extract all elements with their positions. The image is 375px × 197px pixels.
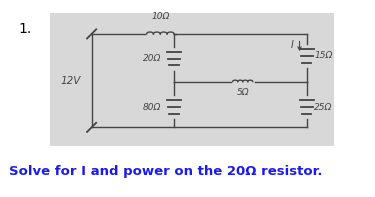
Text: I: I: [291, 40, 294, 50]
Text: 10Ω: 10Ω: [151, 12, 170, 21]
Text: 20Ω: 20Ω: [143, 54, 161, 63]
Text: 15Ω: 15Ω: [314, 51, 333, 60]
Bar: [50, 13, 334, 146]
Text: 5Ω: 5Ω: [236, 88, 249, 97]
Text: 12V: 12V: [60, 76, 81, 86]
Text: 80Ω: 80Ω: [143, 103, 161, 112]
Text: Solve for I and power on the 20Ω resistor.: Solve for I and power on the 20Ω resisto…: [9, 165, 322, 178]
Text: 1.: 1.: [18, 22, 32, 36]
Text: 25Ω: 25Ω: [314, 103, 333, 112]
